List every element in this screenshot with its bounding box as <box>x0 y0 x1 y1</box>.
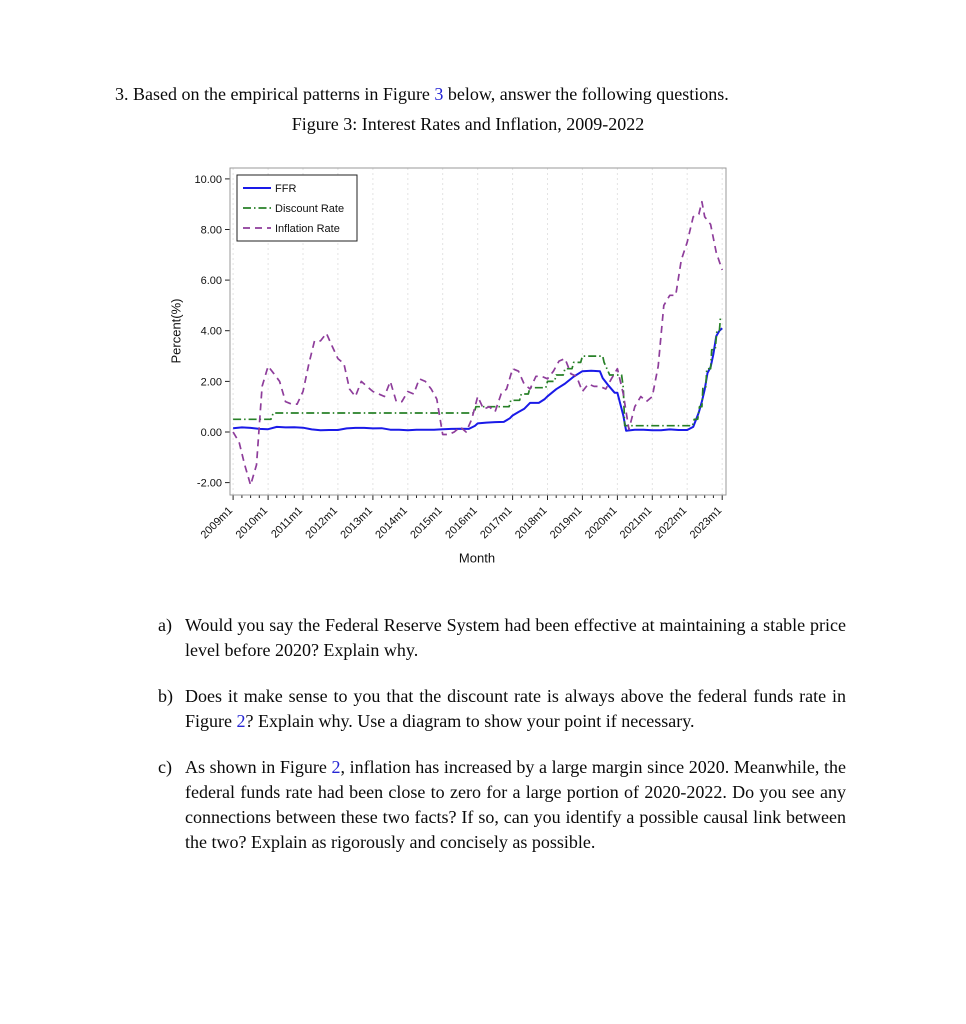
text-run: 3. Based on the empirical patterns in Fi… <box>115 84 435 104</box>
x-tick-label: 2009m1 <box>199 505 236 542</box>
x-tick-label: 2022m1 <box>653 505 690 542</box>
y-tick-label: 2.00 <box>201 376 222 388</box>
subquestion-b-label: b) <box>158 686 173 706</box>
x-tick-label: 2010m1 <box>234 505 271 542</box>
figure-reference-link[interactable]: 2 <box>236 711 246 731</box>
figure-reference-link[interactable]: 3 <box>434 84 444 104</box>
legend-label-ffr: FFR <box>275 183 296 195</box>
subquestion-a: a) Would you say the Federal Reserve Sys… <box>158 613 846 663</box>
subquestion-b-text: Does it make sense to you that the disco… <box>185 684 846 734</box>
text-run: Does it make sense to you that the disco… <box>185 686 846 731</box>
subquestion-c-text: As shown in Figure 2, inflation has incr… <box>185 755 846 855</box>
x-tick-label: 2020m1 <box>583 505 620 542</box>
text-run: ? Explain why. Use a diagram to show you… <box>245 711 695 731</box>
x-tick-label: 2011m1 <box>269 505 305 541</box>
x-tick-label: 2013m1 <box>338 505 375 542</box>
x-axis-label: Month <box>458 550 496 566</box>
subquestion-b: b) Does it make sense to you that the di… <box>158 684 846 734</box>
x-tick-label: 2014m1 <box>373 505 410 542</box>
subquestion-a-label: a) <box>158 615 172 635</box>
subquestion-a-text: Would you say the Federal Reserve System… <box>185 613 846 663</box>
x-tick-label: 2018m1 <box>513 505 550 542</box>
y-tick-label: 4.00 <box>201 326 222 338</box>
series-ffr <box>233 327 723 432</box>
chart-canvas: 2009m12010m12011m12012m12013m12014m12015… <box>194 167 727 542</box>
y-tick-label: 0.00 <box>201 427 222 439</box>
subquestion-c: c) As shown in Figure 2, inflation has i… <box>158 755 846 855</box>
x-tick-label: 2015m1 <box>408 505 445 542</box>
x-tick-label: 2012m1 <box>303 505 340 542</box>
x-tick-label: 2021m1 <box>618 505 655 542</box>
y-axis-label: Percent(%) <box>168 298 184 364</box>
figure-reference-link[interactable]: 2 <box>331 757 341 777</box>
x-tick-label: 2019m1 <box>548 505 585 542</box>
series-discount-rate <box>233 317 723 427</box>
figure-caption: Figure 3: Interest Rates and Inflation, … <box>291 114 645 134</box>
text-run: , inflation has increased by a large mar… <box>185 757 846 852</box>
x-tick-label: 2023m1 <box>688 505 725 542</box>
figure3-chart: 2009m1 2010m1 2011m1 2012m1 2013m1 2014m1 2015… <box>160 158 740 573</box>
series-inflation-rate <box>232 200 724 486</box>
text-run: below, answer the following questions. <box>443 84 729 104</box>
legend-label-inflation-rate: Inflation Rate <box>275 223 340 235</box>
text-run: As shown in Figure <box>185 757 332 777</box>
x-tick-label: 2016m1 <box>443 505 480 542</box>
subquestion-c-label: c) <box>158 757 172 777</box>
y-tick-label: 8.00 <box>201 225 222 237</box>
subquestions: a) Would you say the Federal Reserve Sys… <box>158 613 846 876</box>
question-3-intro: 3. Based on the empirical patterns in Fi… <box>115 82 855 107</box>
y-tick-label: -2.00 <box>197 478 222 490</box>
y-tick-label: 6.00 <box>201 275 222 287</box>
chart-legend: FFR Discount Rate Inflation Rate <box>236 174 358 242</box>
y-tick-label: 10.00 <box>194 174 222 186</box>
legend-label-discount-rate: Discount Rate <box>275 203 344 215</box>
text-run: Would you say the Federal Reserve System… <box>185 615 846 660</box>
x-tick-label: 2017m1 <box>478 505 515 542</box>
